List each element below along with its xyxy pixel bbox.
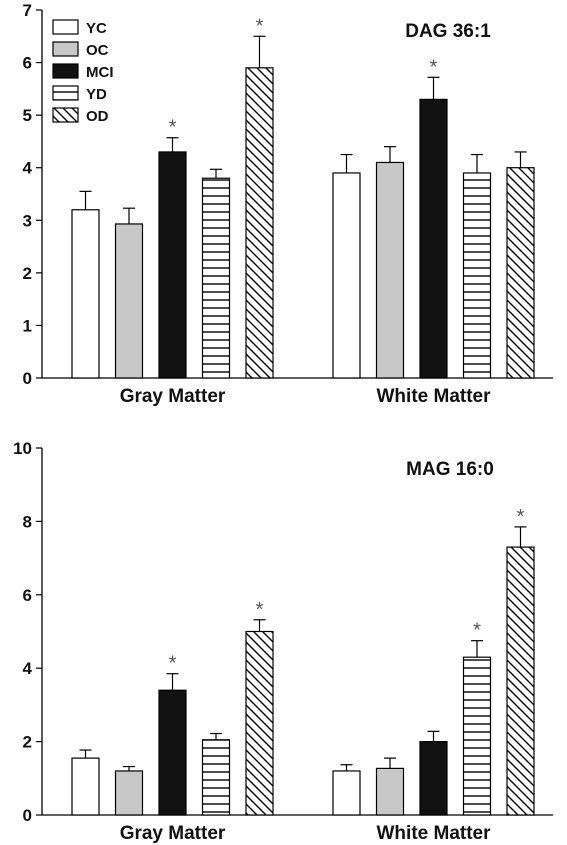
chart-panel-dag: 0 1 2 3 4 5 6 7 DAG 36:1 * * Gray Matter * White Matt… xyxy=(23,1,553,407)
bar-yc-white-matter xyxy=(332,770,361,816)
bar-yc-gray-matter xyxy=(71,757,100,816)
category-label-gray-matter: Gray Matter xyxy=(120,823,226,844)
bar-od-gray-matter xyxy=(245,630,274,816)
y-tick-label: 6 xyxy=(23,54,32,73)
significance-star: * xyxy=(517,506,525,528)
significance-star: * xyxy=(169,653,177,675)
bar-mci-gray-matter xyxy=(158,151,187,379)
y-tick-label: 7 xyxy=(23,1,32,20)
legend-swatch-oc xyxy=(52,41,79,57)
bar-yd-gray-matter xyxy=(201,739,231,816)
legend: YC OC MCI YD OD xyxy=(52,19,114,125)
legend-swatch-mci xyxy=(52,63,79,79)
significance-star: * xyxy=(256,599,264,621)
y-tick-label: 0 xyxy=(23,369,32,388)
significance-star: * xyxy=(256,15,264,37)
y-tick-label: 2 xyxy=(23,264,32,283)
bar-oc-white-matter xyxy=(375,161,405,379)
bar-mci-white-matter xyxy=(419,740,448,816)
bar-yc-gray-matter xyxy=(71,209,100,379)
category-label-white-matter: White Matter xyxy=(377,823,492,844)
y-tick-label: 4 xyxy=(23,659,33,678)
significance-star: * xyxy=(473,620,481,642)
bar-od-white-matter xyxy=(506,167,535,379)
bar-yd-white-matter xyxy=(462,656,492,816)
bar-oc-gray-matter xyxy=(114,223,144,379)
y-tick-label: 1 xyxy=(23,316,32,335)
bar-od-white-matter xyxy=(506,546,535,816)
bar-oc-gray-matter xyxy=(114,770,144,816)
legend-label-od: OD xyxy=(86,108,109,125)
bar-mci-white-matter xyxy=(419,98,448,379)
significance-star: * xyxy=(430,56,438,78)
significance-star: * xyxy=(169,117,177,139)
bar-yd-white-matter xyxy=(462,172,492,379)
chart-title: MAG 16:0 xyxy=(406,459,494,480)
y-tick-label: 10 xyxy=(13,439,32,458)
category-label-white-matter: White Matter xyxy=(377,386,492,407)
y-tick-label: 8 xyxy=(23,512,32,531)
legend-label-yd: YD xyxy=(86,86,107,103)
chart-panel-mag: 0 2 4 6 8 10 MAG 16:0 * * Gray Matter * * White Matt… xyxy=(13,439,553,844)
legend-swatch-od xyxy=(52,107,79,123)
bar-yc-white-matter xyxy=(332,172,361,379)
bar-od-gray-matter xyxy=(245,67,274,379)
y-tick-label: 5 xyxy=(23,106,32,125)
bar-yd-gray-matter xyxy=(201,177,231,379)
legend-label-yc: YC xyxy=(86,20,107,37)
bar-oc-white-matter xyxy=(375,767,405,816)
y-tick-label: 2 xyxy=(23,733,32,752)
y-tick-label: 6 xyxy=(23,586,32,605)
y-tick-label: 4 xyxy=(23,159,33,178)
legend-label-mci: MCI xyxy=(86,64,114,81)
y-tick-label: 0 xyxy=(23,806,32,825)
legend-label-oc: OC xyxy=(86,42,109,59)
y-tick-label: 3 xyxy=(23,211,32,230)
legend-swatch-yd xyxy=(52,85,79,101)
chart-title: DAG 36:1 xyxy=(405,21,491,42)
legend-swatch-yc xyxy=(52,19,79,35)
bar-mci-gray-matter xyxy=(158,689,187,816)
category-label-gray-matter: Gray Matter xyxy=(120,386,226,407)
